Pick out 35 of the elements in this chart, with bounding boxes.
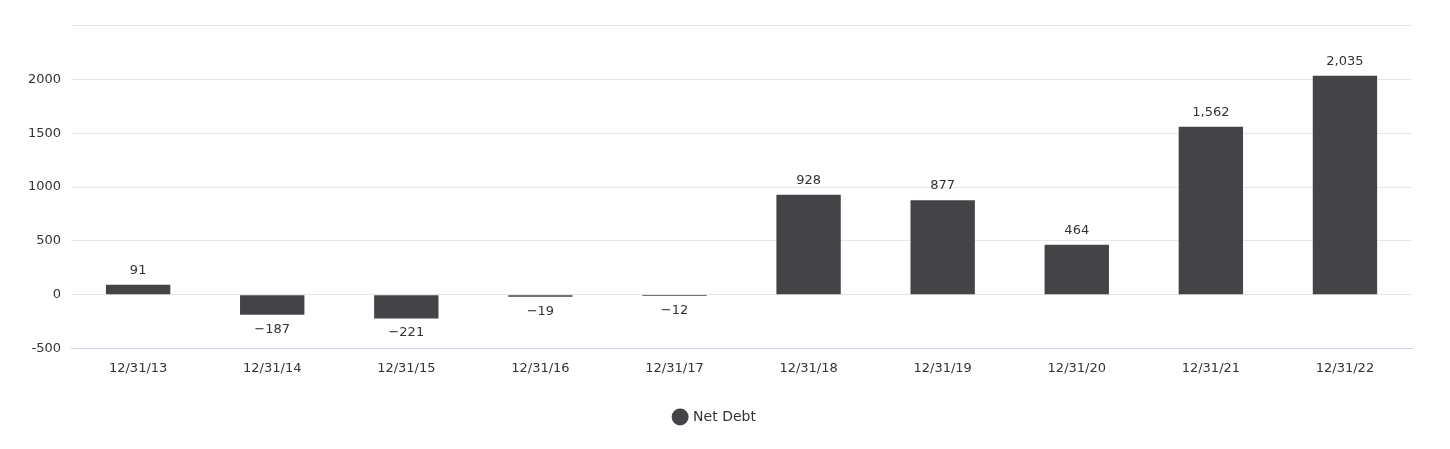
legend-label: Net Debt <box>693 407 757 424</box>
data-label: 877 <box>930 177 956 193</box>
bar <box>1312 75 1378 295</box>
x-tick-label: 12/31/22 <box>1315 359 1375 375</box>
bar <box>776 194 841 295</box>
y-tick-label: 2000 <box>27 70 62 86</box>
y-tick-label: -500 <box>31 339 62 355</box>
data-label: −19 <box>526 302 555 318</box>
x-tick-label: 12/31/20 <box>1047 359 1106 375</box>
data-label: 464 <box>1064 221 1090 237</box>
y-tick-label: 500 <box>36 232 62 248</box>
x-tick-label: 12/31/16 <box>511 359 570 375</box>
bar <box>105 284 171 295</box>
x-tick-label: 12/31/18 <box>779 359 838 375</box>
data-label: 91 <box>129 261 147 277</box>
data-label: −187 <box>254 320 291 336</box>
data-label: 928 <box>796 171 821 187</box>
y-tick-label: 1500 <box>27 124 62 140</box>
x-tick-label: 12/31/21 <box>1181 359 1241 375</box>
data-label: −12 <box>660 301 689 317</box>
x-tick-label: 12/31/14 <box>243 359 302 375</box>
bar <box>1178 126 1244 295</box>
x-tick-label: 12/31/15 <box>377 359 436 375</box>
y-tick-label: 1000 <box>27 178 62 194</box>
x-tick-label: 12/31/19 <box>913 359 972 375</box>
data-label: 2,035 <box>1326 52 1364 68</box>
bar <box>240 295 305 315</box>
data-label: 1,562 <box>1192 103 1230 119</box>
bar <box>374 295 439 319</box>
y-tick-label: 0 <box>52 286 62 302</box>
x-tick-label: 12/31/13 <box>108 359 168 375</box>
bar <box>1044 244 1109 295</box>
x-tick-label: 12/31/17 <box>645 359 704 375</box>
bar <box>910 200 975 295</box>
data-label: −221 <box>388 324 425 340</box>
